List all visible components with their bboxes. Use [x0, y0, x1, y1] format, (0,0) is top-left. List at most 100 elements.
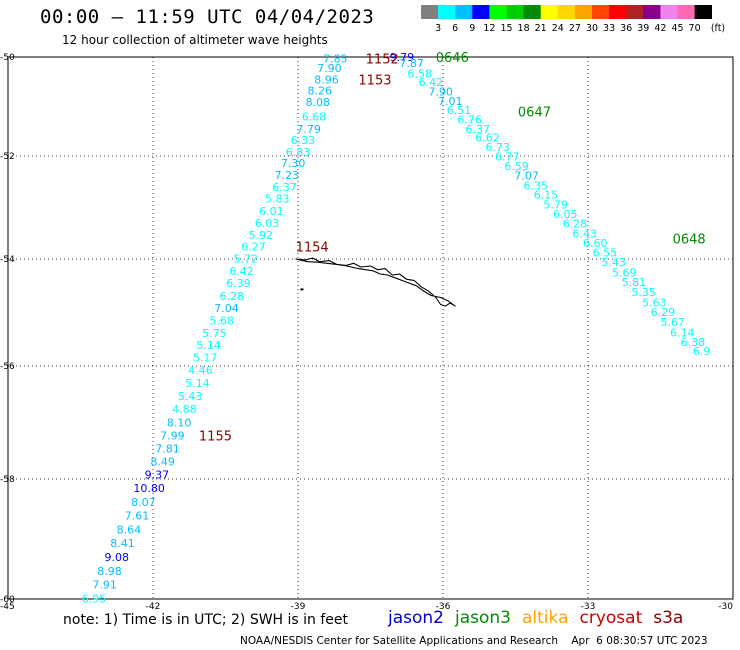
swh-value-east: 6.51	[447, 104, 472, 117]
swh-value-east: 5.43	[601, 256, 626, 269]
swh-value-west: 5.14	[185, 377, 210, 390]
colorbar-label: 9	[469, 23, 475, 34]
swh-value-west: 6.01	[259, 205, 284, 218]
swh-value-west: 8.98	[97, 565, 122, 578]
pass-time-label: 0647	[518, 105, 551, 120]
colorbar-swatch	[574, 5, 593, 19]
lon-tick-label: -30	[718, 602, 733, 610]
map-subtitle: 12 hour collection of altimeter wave hei…	[62, 33, 328, 47]
coastline	[295, 257, 456, 307]
legend-jason3: jason3	[455, 608, 511, 628]
colorbar-label: 42	[654, 23, 666, 34]
swh-value-west: 5.43	[178, 390, 203, 403]
swh-value-west: 5.72	[234, 252, 259, 265]
swh-value-east: 5.69	[612, 266, 637, 279]
colorbar-label: 18	[518, 23, 530, 34]
pass-time-label: 1155	[199, 429, 232, 444]
swh-value-west: 8.26	[308, 85, 333, 98]
swh-value-west: 9.37	[145, 468, 170, 481]
pass-time-label: 1153	[358, 73, 391, 88]
colorbar-label: 24	[552, 23, 564, 34]
colorbar-swatch	[626, 5, 644, 19]
swh-value-east: 6.42	[419, 76, 444, 89]
lon-tick-label: -42	[146, 602, 161, 610]
wave-height-colorbar: 3 6 9 12 15 18 21 24 27 30 33 36 39 42 45 70 (ft)	[421, 5, 725, 34]
map-title: 00:00 – 11:59 UTC 04/04/2023	[40, 6, 375, 28]
swh-value-east: 6.73	[485, 141, 510, 154]
swh-value-west: 5.92	[249, 229, 274, 242]
swh-value-east: 6.38	[681, 336, 706, 349]
pass-time-label: 0648	[673, 232, 706, 247]
colorbar-swatch	[592, 5, 610, 19]
swh-value-west: 8.41	[110, 537, 135, 550]
satellite-legend: jason2 jason3 altika cryosat s3a	[388, 608, 694, 628]
colorbar-swatch	[643, 5, 661, 19]
swh-value-west: 7.90	[317, 62, 342, 75]
lat-tick-label: -50	[0, 53, 15, 63]
colorbar-swatch	[489, 5, 507, 19]
swh-value-east: 7.07	[514, 170, 539, 183]
lat-tick-label: -56	[0, 362, 15, 372]
footnote: note: 1) Time is in UTC; 2) SWH is in fe…	[63, 612, 349, 628]
swh-value-east: 5.81	[622, 276, 647, 289]
swh-value-west: 7.99	[160, 429, 185, 442]
swh-value-west: 10.80	[133, 482, 165, 495]
swh-value-west: 6.37	[272, 181, 297, 194]
pass-time-label: 1154	[296, 241, 329, 256]
swh-value-west: 8.10	[167, 417, 192, 430]
colorbar-label: 27	[569, 23, 581, 34]
swh-value-east: 6.14	[670, 326, 695, 339]
swh-value-west: 5.68	[209, 315, 234, 328]
colorbar-unit: (ft)	[711, 23, 725, 34]
swh-value-east: 5.35	[631, 286, 656, 299]
swh-value-west: 4.88	[172, 403, 197, 416]
lat-tick-label: -58	[0, 475, 15, 485]
swh-value-west: 5.17	[193, 351, 218, 364]
swh-value-west: 6.95	[82, 592, 107, 605]
legend-altika: altika	[522, 608, 569, 628]
swh-value-west: 8.64	[117, 523, 142, 536]
swh-value-west: 8.07	[131, 496, 156, 509]
pass-time-label: 1152	[366, 52, 399, 67]
swh-value-west: 6.42	[229, 265, 254, 278]
colorbar-label: 15	[500, 23, 512, 34]
lat-tick-label: -60	[0, 595, 15, 605]
swh-value-west: 6.39	[226, 277, 251, 290]
swh-value-west: 4.46	[188, 364, 213, 377]
swh-value-west: 6.28	[220, 290, 245, 303]
swh-value-west: 6.03	[255, 217, 280, 230]
swh-value-east: 7.87	[399, 57, 424, 70]
swh-value-east: 5.67	[660, 316, 685, 329]
swh-value-west: 9.08	[105, 551, 130, 564]
swh-value-east: 6.35	[524, 179, 549, 192]
swh-value-east: 6.62	[475, 132, 500, 145]
colorbar-label: 36	[620, 23, 632, 34]
swh-value-east: 6.43	[572, 227, 597, 240]
colorbar-label: 39	[637, 23, 649, 34]
swh-value-west: 8.08	[306, 96, 331, 109]
altimeter-map: -50 -52 -54 -56 -58 -60-45 -42 -39 -36 -33 -30 7.85…	[0, 51, 734, 610]
swh-value-east: 6.55	[593, 246, 618, 259]
legend-s3a: s3a	[653, 608, 684, 628]
swh-value-west: 7.79	[296, 123, 321, 136]
swh-value-east: 9.79	[390, 51, 415, 64]
swh-value-west: 7.23	[275, 169, 300, 182]
colorbar-swatch	[506, 5, 524, 19]
colorbar-swatch	[438, 5, 456, 19]
colorbar-swatch	[677, 5, 695, 19]
colorbar-label: 3	[435, 23, 441, 34]
swh-value-west: 6.27	[241, 241, 266, 254]
lat-tick-label: -54	[0, 255, 15, 265]
colorbar-label: 33	[603, 23, 615, 34]
swh-value-west: 7.91	[92, 579, 117, 592]
swh-value-east: 6.15	[534, 189, 559, 202]
swh-value-west: 6.68	[302, 110, 327, 123]
swh-value-west: 8.49	[150, 455, 175, 468]
colorbar-label: 12	[483, 23, 495, 34]
colorbar-label: 21	[535, 23, 547, 34]
colorbar-swatch	[540, 5, 559, 19]
swh-value-east: 6.60	[583, 237, 608, 250]
colorbar-swatch	[557, 5, 576, 19]
lon-tick-label: -39	[291, 602, 306, 610]
colorbar-swatch	[694, 5, 712, 19]
